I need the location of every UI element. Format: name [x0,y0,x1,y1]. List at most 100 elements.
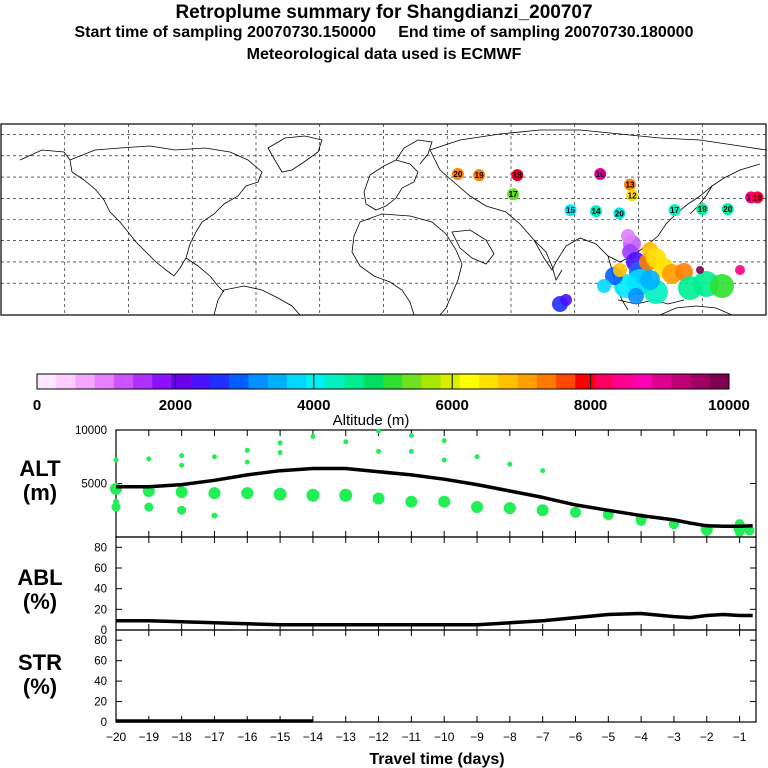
map-marker [507,188,520,201]
panel-frame [115,629,757,723]
alt-cluster-point [244,459,250,465]
panel-frame [115,429,757,538]
alt-cluster-point [536,504,549,517]
colorbar-cell [652,374,672,389]
alt-cluster-point [507,461,513,467]
colorbar-cell [575,374,595,389]
y-tick-label: 80 [94,542,107,554]
met-data-note: Meteorological data used is ECMWF [246,46,522,63]
panel-abl: 0 20 40 60 80 [94,536,757,637]
colorbar-tick-label: 2000 [159,397,192,414]
y-tick-label: 0 [101,717,107,729]
x-tick-label: −10 [434,730,455,744]
alt-cluster-point [503,502,516,515]
alt-cluster-point [405,495,418,508]
alt-cluster-point [376,448,382,454]
x-tick-label: −13 [336,730,357,744]
y-tick-label: 60 [94,563,107,575]
alt-cluster-point [111,502,121,512]
alt-cluster-point [372,492,385,505]
panel-str: 0 20 40 60 80 [94,629,757,729]
colorbar-cell [37,374,57,389]
x-tick-label: −15 [270,730,291,744]
alt-cluster-point [273,487,287,501]
alt-cluster-point [408,432,414,438]
colorbar-cell [75,374,96,389]
colorbar-cell [709,374,730,389]
colorbar-cell [248,374,269,389]
colorbar-tick-label: 6000 [436,397,469,414]
map-marker-label: 17 [509,190,518,199]
alt-cluster-point [441,438,447,444]
colorbar-ticks: 0 2000 4000 6000 8000 10000 [33,374,750,414]
plume-clusters [552,229,745,312]
alt-cluster-point [339,488,353,502]
y-tick-label: 20 [94,697,107,709]
alt-cluster-point [179,453,185,459]
x-tick-label: −3 [667,730,681,744]
map-marker [451,168,464,181]
alt-cluster-point [343,439,349,445]
alt-cluster-point [211,512,218,519]
alt-cluster-point [211,454,217,460]
colorbar-cell [690,374,711,389]
colorbar-cell [190,374,211,389]
colorbar-cell [383,374,403,389]
alt-cluster-point [241,487,254,500]
y-tick-label: 0 [101,625,107,637]
colorbar-cell [344,374,365,389]
x-tick-label: −7 [536,730,550,744]
alt-cluster-point [110,482,122,495]
colorbar-cell [113,374,134,389]
abl-unit: (%) [23,589,57,614]
colorbar-cell [133,374,153,389]
map-marker [696,203,709,216]
alt-cluster-point [244,447,250,453]
plume-blob [621,229,635,243]
x-tick-label: −9 [470,730,484,744]
plume-blob [628,288,644,304]
alt-cluster-point [277,449,283,455]
y-tick-label: 40 [94,676,107,688]
map-marker-label: 16 [596,170,605,179]
chart-title: Retroplume summary for Shangdianzi_20070… [175,2,593,23]
x-axis-label: Travel time (days) [369,751,504,768]
colorbar-cell [402,374,422,389]
alt-cluster-point [474,454,480,460]
map-marker-label: 14 [592,207,601,216]
colorbar-cell [632,374,653,389]
x-tick-label: −18 [171,730,192,744]
map-marker-label: 19 [698,205,707,214]
colorbar-cell [536,374,557,389]
alt-cluster-point [144,502,154,512]
colorbar-cell [613,374,634,389]
alt-cluster-point [636,515,647,526]
colorbar-cell [440,374,461,389]
x-tick-label: −4 [634,730,648,744]
colorbar-cell [152,374,173,389]
colorbar-label: Altitude (m) [333,412,410,429]
plume-blob [710,274,734,298]
x-tick-label: −6 [569,730,583,744]
y-tick-label: 40 [94,584,107,596]
colorbar-cell [479,374,499,389]
y-tick-label: 10000 [75,425,107,437]
map-marker [613,207,626,220]
map-marker [624,178,636,191]
str-unit: (%) [23,674,57,699]
x-tick-label: −8 [503,730,517,744]
plume-blob [640,270,660,290]
alt-cluster-point [178,508,185,515]
alt-cluster-point [376,428,382,434]
map-marker-label: 20 [723,205,732,214]
y-tick-label: 5000 [81,479,107,491]
colorbar-cell [286,374,307,389]
x-tick-label: −2 [700,730,714,744]
map-marker [626,189,639,202]
colorbar-cell [671,374,692,389]
colorbar-cell [56,374,76,389]
map-marker-label: 18 [513,171,522,180]
